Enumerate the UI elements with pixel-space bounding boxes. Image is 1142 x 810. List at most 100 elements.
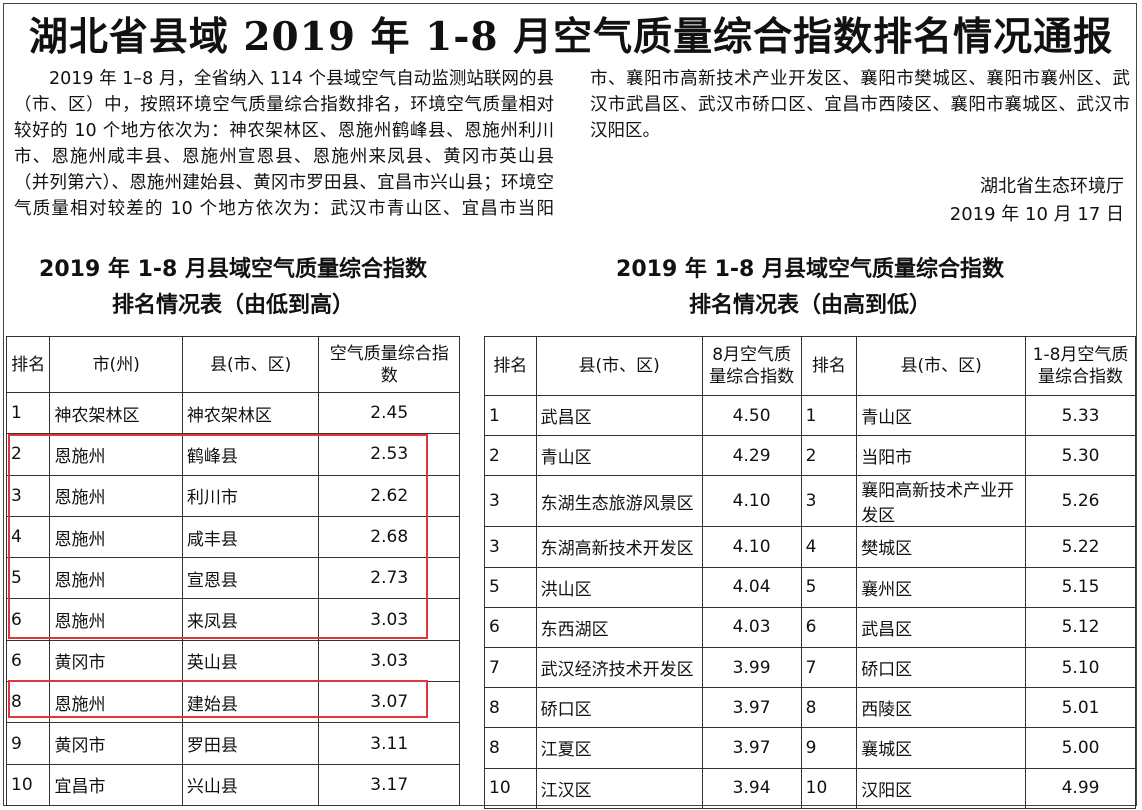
table-cell: 10: [800, 767, 858, 809]
table-cell: 2.68: [318, 515, 460, 559]
table-cell: 黄冈市: [49, 722, 183, 765]
table-cell: 3: [484, 526, 537, 568]
header-cell: 空气质量综合指数: [318, 336, 460, 393]
table-cell: 8: [800, 687, 858, 729]
table-row: 8 江夏区 3.97 9 襄城区 5.00: [484, 727, 1136, 769]
table-cell: 5: [800, 566, 858, 608]
table-cell: 3.97: [701, 687, 802, 729]
table-cell: 东西湖区: [535, 606, 703, 648]
table-cell: 洪山区: [535, 566, 703, 608]
table-cell: 江汉区: [535, 767, 703, 809]
table-cell: 3.03: [318, 598, 460, 641]
table-cell: 6: [800, 606, 858, 648]
table-cell: 2.62: [318, 474, 460, 517]
table-cell: 来凤县: [181, 598, 320, 641]
table-cell: 武昌区: [535, 394, 703, 437]
table-cell: 宣恩县: [181, 557, 320, 600]
table-cell: 江夏区: [535, 727, 703, 769]
table-cell: 1: [800, 394, 858, 437]
table-cell: 5.12: [1025, 606, 1136, 648]
table-cell: 6: [5, 639, 51, 683]
table-cell: 恩施州: [49, 515, 183, 559]
header-cell: 县(市、区): [856, 336, 1027, 396]
table-cell: 2.45: [318, 391, 460, 435]
table-cell: 神农架林区: [181, 391, 320, 435]
table-cell: 当阳市: [856, 435, 1027, 477]
table-cell: 青山区: [535, 435, 703, 477]
table-cell: 10: [484, 767, 537, 809]
header-cell: 8月空气质量综合指数: [701, 336, 802, 396]
table-row: 6 东西湖区 4.03 6 武昌区 5.12: [484, 606, 1136, 648]
issuer: 湖北省生态环境厅: [980, 176, 1124, 197]
header-cell: 市(州): [49, 336, 183, 393]
table-row: 8 硚口区 3.97 8 西陵区 5.01: [484, 687, 1136, 729]
table-cell: 8: [484, 727, 537, 769]
title-line: 排名情况表（由低到高）: [111, 293, 354, 318]
header-cell: 县(市、区): [181, 336, 320, 393]
table-cell: 武汉经济技术开发区: [535, 646, 703, 689]
title-line: 2019 年 1-8 月县域空气质量综合指数: [616, 257, 1004, 282]
table-cell: 鹤峰县: [181, 433, 320, 476]
header-row: 排名 市(州) 县(市、区) 空气质量综合指数: [5, 336, 460, 393]
table-cell: 4.03: [701, 606, 802, 648]
table-row: 3 东湖高新技术开发区 4.10 4 樊城区 5.22: [484, 526, 1136, 568]
table-row: 3 恩施州 利川市 2.62: [5, 474, 460, 517]
table-cell: 襄州区: [856, 566, 1027, 608]
header-row: 排名 县(市、区) 8月空气质量综合指数 排名 县(市、区) 1-8月空气质量综合指数: [484, 336, 1136, 396]
table-cell: 3.03: [318, 639, 460, 683]
table-cell: 3: [800, 475, 858, 528]
table-cell: 4.99: [1025, 767, 1136, 809]
table-cell: 西陵区: [856, 687, 1027, 729]
table-cell: 4.04: [701, 566, 802, 608]
table-cell: 3.11: [318, 722, 460, 765]
table-row: 2 青山区 4.29 2 当阳市 5.30: [484, 435, 1136, 477]
right-table: 排名 县(市、区) 8月空气质量综合指数 排名 县(市、区) 1-8月空气质量综合指数 1 武…: [484, 336, 1136, 809]
table-cell: 5.30: [1025, 435, 1136, 477]
paragraph: 2019 年 1–8 月，全省纳入 114 个县域空气自动监测站联网的县（市、区…: [14, 69, 1130, 219]
table-cell: 4: [800, 526, 858, 568]
table-cell: 5.22: [1025, 526, 1136, 568]
table-cell: 5.33: [1025, 394, 1136, 437]
table-cell: 咸丰县: [181, 515, 320, 559]
table-cell: 1: [484, 394, 537, 437]
header-cell: 排名: [5, 336, 51, 393]
table-row: 10 江汉区 3.94 10 汉阳区 4.99: [484, 767, 1136, 809]
table-cell: 1: [5, 391, 51, 435]
table-cell: 青山区: [856, 394, 1027, 437]
table-row: 3 东湖生态旅游风景区 4.10 3 襄阳高新技术产业开发区 5.26: [484, 475, 1136, 528]
right-table-title: 2019 年 1-8 月县域空气质量综合指数 排名情况表（由高到低）: [484, 252, 1136, 324]
table-row: 9 黄冈市 罗田县 3.11: [5, 722, 460, 765]
table-cell: 10: [5, 763, 51, 806]
table-cell: 8: [484, 687, 537, 729]
table-cell: 英山县: [181, 639, 320, 683]
highlight-box: [8, 434, 428, 639]
table-row: 5 恩施州 宣恩县 2.73: [5, 557, 460, 600]
table-cell: 5: [484, 566, 537, 608]
title: 湖北省县域 2019 年 1-8 月空气质量综合指数排名情况通报: [28, 14, 1114, 60]
table-row: 1 武昌区 4.50 1 青山区 5.33: [484, 394, 1136, 437]
table-cell: 4.10: [701, 526, 802, 568]
table-cell: 武昌区: [856, 606, 1027, 648]
table-cell: 恩施州: [49, 557, 183, 600]
table-cell: 恩施州: [49, 474, 183, 517]
table-cell: 7: [800, 646, 858, 689]
table-cell: 4.29: [701, 435, 802, 477]
table-cell: 恩施州: [49, 598, 183, 641]
table-cell: 东湖高新技术开发区: [535, 526, 703, 568]
table-cell: 汉阳区: [856, 767, 1027, 809]
table-cell: 3: [484, 475, 537, 528]
table-cell: 2: [800, 435, 858, 477]
table-row: 1 神农架林区 神农架林区 2.45: [5, 391, 460, 435]
table-cell: 3.97: [701, 727, 802, 769]
table-cell: 5.10: [1025, 646, 1136, 689]
table-cell: 6: [484, 606, 537, 648]
table-cell: 9: [5, 722, 51, 765]
header-cell: 1-8月空气质量综合指数: [1025, 336, 1136, 396]
table-cell: 襄城区: [856, 727, 1027, 769]
header-cell: 排名: [484, 336, 537, 396]
header-cell: 县(市、区): [535, 336, 703, 396]
table-cell: 3: [5, 474, 51, 517]
table-row: 4 恩施州 咸丰县 2.68: [5, 515, 460, 559]
table-cell: 神农架林区: [49, 391, 183, 435]
